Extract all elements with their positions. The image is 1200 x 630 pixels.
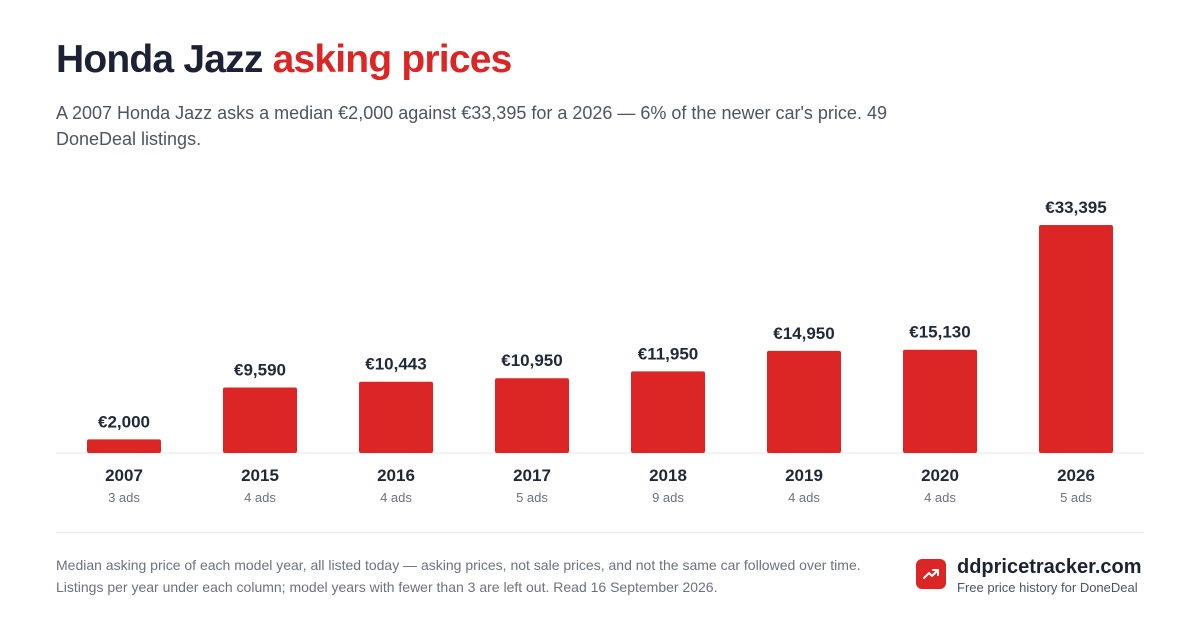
footer-divider (56, 532, 1144, 533)
title-main: Honda Jazz (56, 38, 263, 81)
bar-2018 (631, 371, 705, 453)
ad-count-label: 9 ads (652, 490, 684, 505)
ad-count-label: 4 ads (924, 490, 956, 505)
ad-count-label: 4 ads (788, 490, 820, 505)
bar-2026 (1039, 225, 1113, 453)
ad-count-label: 3 ads (108, 490, 140, 505)
year-label: 2017 (513, 466, 551, 485)
year-label: 2026 (1057, 466, 1095, 485)
year-label: 2007 (105, 466, 143, 485)
value-label: €9,590 (234, 361, 286, 380)
bar-2017 (495, 378, 569, 453)
title-accent: asking prices (272, 38, 513, 81)
value-label: €10,443 (365, 355, 426, 374)
trending-up-icon (916, 559, 946, 589)
value-label: €15,130 (909, 323, 970, 342)
bar-2016 (359, 381, 433, 453)
chart-title: Honda Jazz asking prices (56, 38, 512, 82)
year-label: 2020 (921, 466, 959, 485)
ad-count-label: 5 ads (1060, 490, 1092, 505)
year-label: 2018 (649, 466, 687, 485)
ad-count-label: 4 ads (244, 490, 276, 505)
bar-2019 (767, 350, 841, 453)
brand-tagline: Free price history for DoneDeal (957, 580, 1138, 595)
bar-2007 (87, 439, 161, 453)
year-label: 2016 (377, 466, 415, 485)
ad-count-label: 5 ads (516, 490, 548, 505)
footnote: Median asking price of each model year, … (56, 557, 861, 595)
value-label: €33,395 (1045, 198, 1106, 217)
value-label: €14,950 (773, 324, 834, 343)
year-label: 2019 (785, 466, 823, 485)
value-label: €2,000 (98, 412, 150, 431)
value-label: €10,950 (501, 351, 562, 370)
value-label: €11,950 (638, 344, 699, 363)
ad-count-label: 4 ads (380, 490, 412, 505)
bar-2015 (223, 387, 297, 453)
brand-name: ddpricetracker.com (957, 556, 1142, 578)
bars: €2,000 2007 3 ads €9,590 2015 4 ads €10,443 201… (87, 198, 1113, 505)
bar-2020 (903, 349, 977, 453)
year-label: 2015 (241, 466, 279, 485)
chart-subtitle: A 2007 Honda Jazz asks a median €2,000 a… (56, 103, 887, 149)
bar-chart: €2,000 2007 3 ads €9,590 2015 4 ads €10,443 201… (56, 198, 1144, 505)
